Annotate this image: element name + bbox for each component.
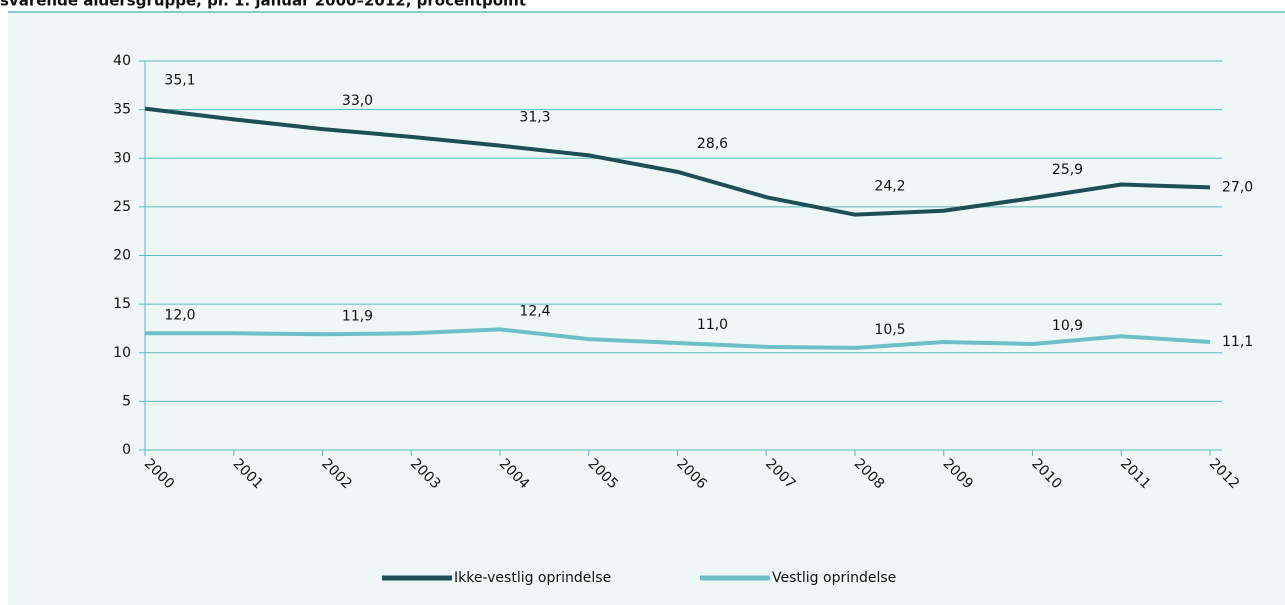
y-tick-label: 15 — [113, 296, 131, 312]
data-label: 11,1 — [1222, 334, 1253, 350]
data-label: 10,5 — [874, 322, 905, 338]
y-tick-label: 35 — [113, 102, 131, 118]
legend-label: Vestlig oprindelse — [772, 570, 896, 586]
data-label: 24,2 — [874, 179, 905, 195]
y-tick-label: 10 — [113, 345, 131, 361]
y-tick-label: 40 — [113, 53, 131, 69]
y-tick-label: 30 — [113, 150, 131, 166]
data-label: 25,9 — [1052, 162, 1083, 178]
data-label: 12,0 — [164, 307, 195, 323]
data-label: 10,9 — [1052, 318, 1083, 334]
chart-title: svarende aldersgruppe, pr. 1. januar 200… — [0, 0, 526, 10]
data-label: 27,0 — [1222, 179, 1253, 195]
line — [144, 106, 1211, 217]
y-tick-label: 5 — [122, 393, 131, 409]
data-label: 28,6 — [697, 136, 728, 152]
y-tick-label: 25 — [113, 199, 131, 215]
y-tick-label: 20 — [113, 248, 131, 264]
data-label: 11,0 — [697, 317, 728, 333]
data-label: 12,4 — [519, 303, 550, 319]
y-tick-label: 0 — [122, 442, 131, 458]
background — [8, 12, 1285, 605]
data-label: 31,3 — [519, 110, 550, 126]
data-label: 11,9 — [342, 308, 373, 324]
legend-label: Ikke-vestlig oprindelse — [454, 570, 611, 586]
data-label: 35,1 — [164, 73, 195, 89]
data-label: 33,0 — [342, 93, 373, 109]
line — [145, 327, 1211, 350]
